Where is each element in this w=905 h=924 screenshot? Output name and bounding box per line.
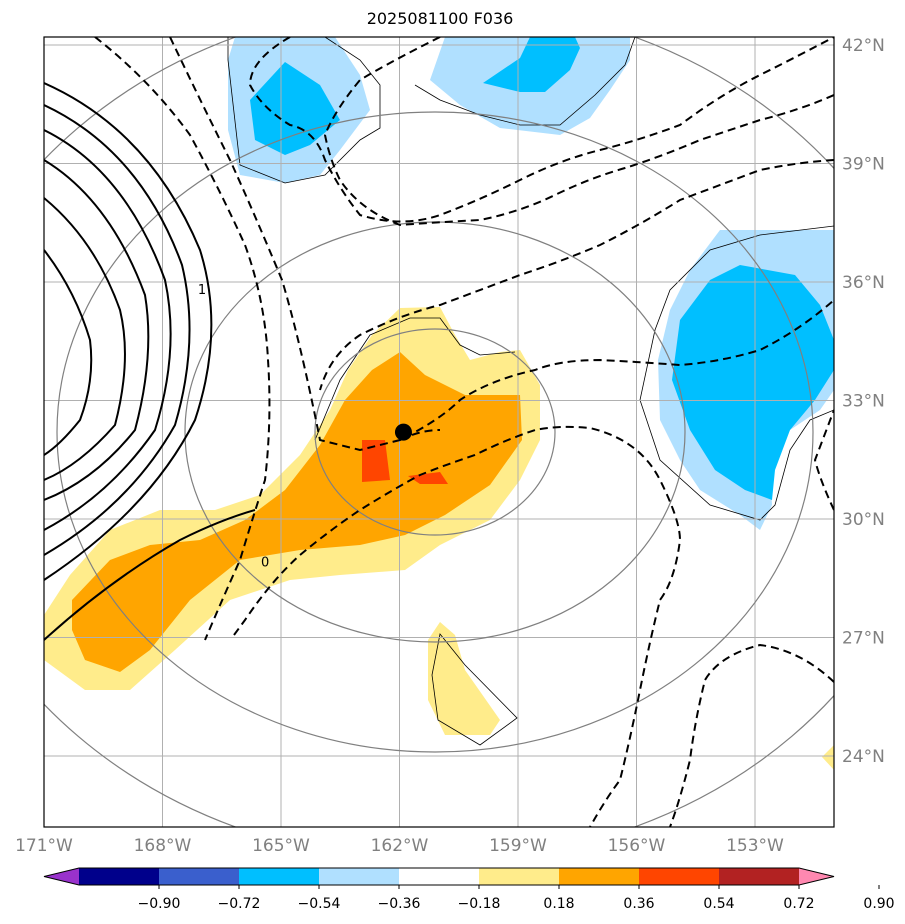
colorbar-tick-label: −0.54 (298, 896, 341, 912)
latitude-tick-label: 36°N (842, 273, 885, 293)
colorbar-tick-label: −0.18 (458, 896, 501, 912)
colorbar-segment (639, 868, 720, 885)
colorbar-tick-label: −0.36 (378, 896, 421, 912)
colorbar-segment (479, 868, 560, 885)
shading-mid-negative-northeast (483, 37, 580, 92)
map-title: 2025081100 F036 (366, 9, 514, 28)
dashed-contours (94, 37, 834, 827)
colorbar-max-extend-arrow (799, 868, 834, 885)
colorbar-tick-label: 0.54 (703, 896, 734, 912)
map-plot-area: 10 (44, 37, 834, 827)
longitude-tick-labels: 171°W 168°W 165°W 162°W 159°W 156°W 153°W (15, 836, 784, 856)
shading-low-positive-east (822, 745, 834, 770)
colorbar-tick-label: 0.90 (863, 896, 894, 912)
longitude-tick-label: 168°W (134, 836, 192, 856)
colorbar-segment (399, 868, 480, 885)
longitude-tick-label: 156°W (608, 836, 666, 856)
contour-value-label: 0 (261, 556, 269, 571)
colorbar-segment (719, 868, 800, 885)
latitude-tick-label: 27°N (842, 629, 885, 649)
colorbar-tick-label: 0.18 (543, 896, 574, 912)
colorbar-tick-label: 0.36 (623, 896, 654, 912)
longitude-tick-label: 165°W (252, 836, 310, 856)
latitude-tick-labels: 42°N 39°N 36°N 33°N 30°N 27°N 24°N (842, 36, 885, 767)
latitude-tick-label: 30°N (842, 510, 885, 530)
colorbar-segment (319, 868, 400, 885)
colorbar: −0.90 −0.72 −0.54 −0.36 −0.18 0.18 0.36 0.54 0.7… (43, 867, 895, 912)
colorbar-segment (159, 868, 240, 885)
colorbar-tick-label: −0.90 (138, 896, 181, 912)
shading-high-positive-1 (362, 440, 390, 482)
longitude-tick-label: 159°W (489, 836, 547, 856)
contour-value-label: 1 (198, 283, 206, 298)
latitude-tick-label: 39°N (842, 155, 885, 175)
contour-labels: 10 (198, 283, 269, 571)
longitude-tick-label: 171°W (15, 836, 73, 856)
longitude-tick-label: 162°W (371, 836, 429, 856)
colorbar-tick-label: −0.72 (218, 896, 261, 912)
shading-mid-negative-north (250, 62, 340, 155)
storm-center-marker (394, 423, 412, 441)
shading-high-positive-2 (408, 472, 448, 484)
latitude-tick-label: 33°N (842, 392, 885, 412)
longitude-tick-label: 153°W (726, 836, 784, 856)
colorbar-segment (79, 868, 160, 885)
shading-mid-negative-east (672, 265, 834, 500)
colorbar-segment (559, 868, 640, 885)
map-gridlines (44, 37, 834, 827)
colorbar-outline (43, 867, 835, 886)
latitude-tick-label: 24°N (842, 747, 885, 767)
positive-contours (44, 82, 256, 641)
shading-low-positive-south (428, 622, 500, 735)
latitude-tick-label: 42°N (842, 36, 885, 56)
colorbar-segment (239, 868, 320, 885)
colorbar-tick-label: 0.72 (783, 896, 814, 912)
plot-border (43, 36, 835, 828)
colorbar-min-extend-arrow (44, 868, 79, 885)
